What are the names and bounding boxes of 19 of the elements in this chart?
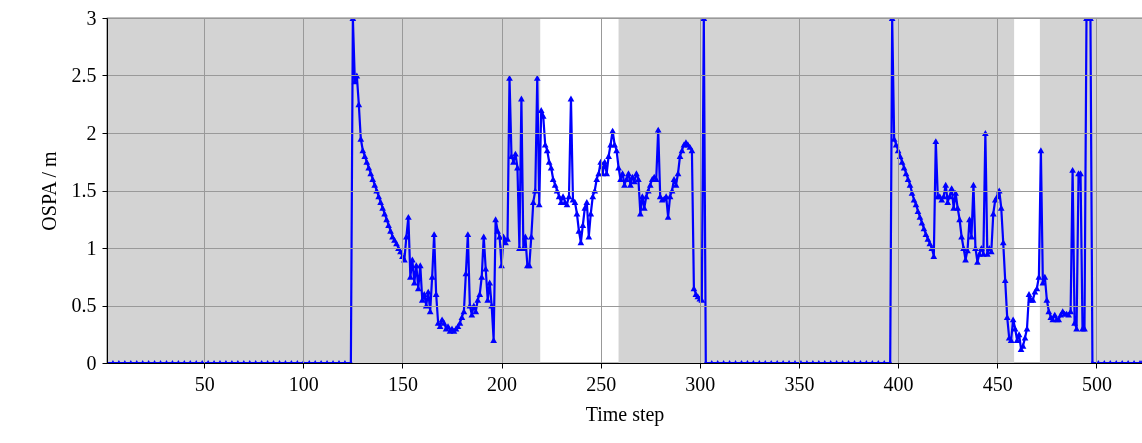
y-tick-label: 3: [86, 6, 97, 29]
x-tick-label: 50: [194, 372, 215, 395]
x-tick-label: 150: [387, 372, 418, 395]
y-tick-label: 1.5: [71, 179, 97, 201]
x-tick-label: 450: [982, 372, 1013, 395]
y-axis-title: OSPA / m: [37, 150, 60, 231]
x-axis-title: Time step: [585, 402, 665, 426]
x-tick-label: 100: [288, 372, 319, 395]
x-tick-label: 400: [883, 372, 914, 395]
x-tick-label: 350: [784, 372, 815, 395]
y-tick-label: 2.5: [71, 64, 97, 86]
x-tick-label: 500: [1081, 372, 1112, 395]
y-tick-label: 0.5: [71, 294, 97, 316]
y-tick-label: 2: [86, 121, 97, 144]
x-tick-label: 200: [487, 372, 518, 395]
y-tick-label: 0: [86, 351, 97, 374]
y-tick-label: 1: [86, 236, 97, 259]
x-tick-label: 300: [685, 372, 716, 395]
x-tick-label: 250: [586, 372, 617, 395]
